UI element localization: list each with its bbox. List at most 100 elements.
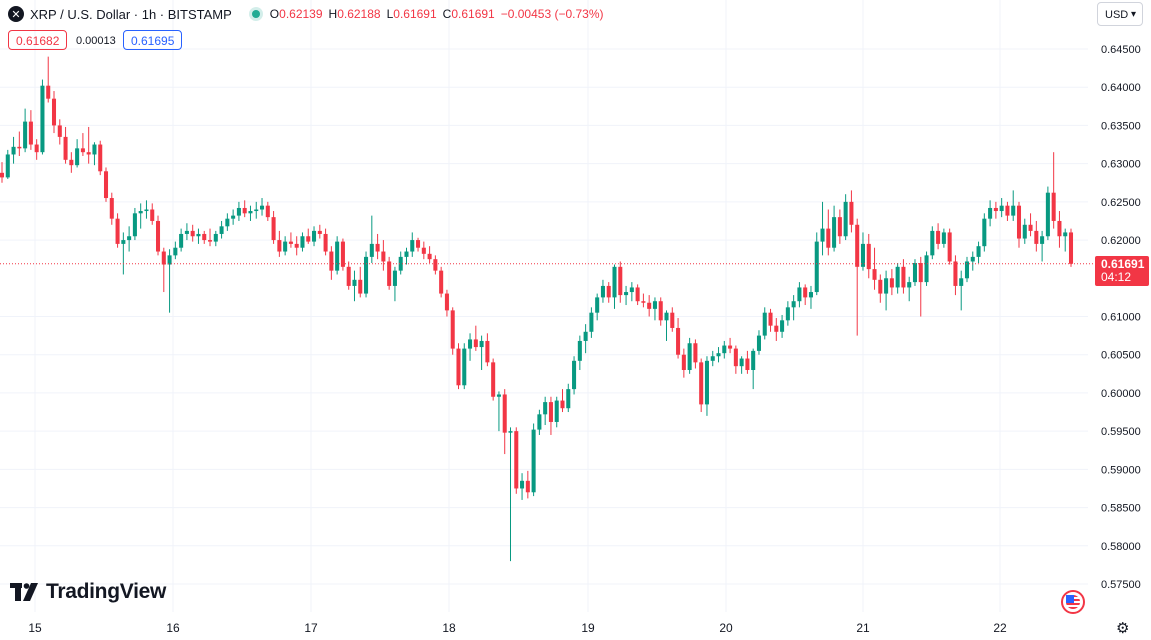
candle xyxy=(774,318,779,341)
candle-body xyxy=(115,218,120,244)
candle xyxy=(306,228,311,244)
sell-price-button[interactable]: 0.61682 xyxy=(8,30,68,50)
candle xyxy=(375,233,380,260)
candle xyxy=(80,133,85,156)
candle-body xyxy=(774,325,779,332)
candle-body xyxy=(329,251,334,271)
candle-body xyxy=(941,232,946,244)
candle-body xyxy=(572,360,577,390)
candle-body xyxy=(520,480,525,489)
candle xyxy=(196,228,201,244)
candle-body xyxy=(271,217,276,241)
candle xyxy=(670,307,675,332)
candle xyxy=(641,293,646,308)
candle-body xyxy=(606,285,611,298)
candle-body xyxy=(450,310,455,349)
currency-select[interactable]: USD xyxy=(1097,2,1143,27)
time-tick-label: 20 xyxy=(719,621,733,635)
candle xyxy=(947,228,952,265)
candle xyxy=(658,297,663,326)
candle-body xyxy=(34,144,39,153)
candle xyxy=(86,126,91,164)
candle xyxy=(820,201,825,256)
candle-body xyxy=(161,251,166,265)
candle-body xyxy=(618,266,623,296)
candle xyxy=(103,167,109,202)
candle xyxy=(75,139,80,168)
candle xyxy=(300,232,305,252)
candle-body xyxy=(98,144,103,172)
candle-body xyxy=(641,301,646,303)
time-tick-label: 21 xyxy=(856,621,870,635)
candle xyxy=(803,284,808,306)
buy-price-button[interactable]: 0.61695 xyxy=(123,30,183,50)
candle-body xyxy=(872,269,877,280)
candle xyxy=(317,224,322,239)
candle-body xyxy=(814,241,819,293)
us-flag-icon[interactable] xyxy=(1061,590,1085,614)
candle-body xyxy=(381,251,386,262)
spread-value: 0.00013 xyxy=(76,35,116,47)
candle-body xyxy=(5,154,10,178)
ohlc-low: L0.61691 xyxy=(386,7,437,21)
candle xyxy=(543,396,548,426)
candle xyxy=(664,310,669,341)
tradingview-logo-mark xyxy=(10,583,38,601)
candle-body xyxy=(548,402,553,422)
candle-body xyxy=(699,362,704,405)
market-status-dot[interactable] xyxy=(251,10,260,18)
candle xyxy=(572,356,577,395)
candle xyxy=(340,238,345,271)
candle-body xyxy=(1068,232,1074,264)
xrp-icon[interactable]: ✕ xyxy=(8,6,24,22)
candle-body xyxy=(722,345,727,354)
candle-body xyxy=(953,261,958,286)
candle xyxy=(462,343,467,390)
candle xyxy=(722,340,727,359)
candle xyxy=(988,200,993,227)
candle xyxy=(150,203,155,225)
candle xyxy=(46,56,51,103)
candle-body xyxy=(884,278,889,294)
symbol-title[interactable]: XRP / U.S. Dollar · 1h · BITSTAMP xyxy=(30,6,232,22)
ohlc-close: C0.61691 xyxy=(442,7,495,21)
candle xyxy=(797,282,802,308)
candle-body xyxy=(340,241,345,267)
candle xyxy=(202,230,207,244)
gear-icon[interactable]: ⚙ xyxy=(1116,620,1130,637)
candle-body xyxy=(260,205,265,210)
chart-header: ✕ XRP / U.S. Dollar · 1h · BITSTAMP O0.6… xyxy=(8,5,603,23)
candle-body xyxy=(225,218,230,227)
candle xyxy=(716,347,721,363)
candle-body xyxy=(999,205,1004,212)
candle-body xyxy=(288,241,293,244)
candle-body xyxy=(17,146,22,149)
candle xyxy=(860,232,866,271)
candle xyxy=(647,295,652,317)
candle xyxy=(381,240,386,271)
candle xyxy=(491,358,496,401)
time-tick-label: 22 xyxy=(993,621,1007,635)
candle-body xyxy=(410,240,415,252)
candle-body xyxy=(959,278,964,286)
candle xyxy=(1045,186,1050,241)
candle-body xyxy=(306,236,311,242)
candle xyxy=(329,246,334,280)
price-axis[interactable]: 0.64500 0.64000 0.63500 0.63000 0.62500 0.620… xyxy=(1101,44,1141,591)
candle xyxy=(941,228,946,248)
tradingview-logo[interactable]: TradingView xyxy=(10,580,166,604)
candle-body xyxy=(473,339,478,348)
candle xyxy=(57,119,62,145)
candle-body xyxy=(762,312,767,336)
candle-body xyxy=(23,121,28,149)
candle-body xyxy=(213,233,218,242)
candle xyxy=(739,356,744,374)
candle xyxy=(1068,228,1074,267)
price-tick-label: 0.58500 xyxy=(1101,503,1141,515)
time-axis[interactable]: 15 16 17 18 19 20 21 22 xyxy=(28,621,1007,635)
candle xyxy=(595,293,600,321)
candle-body xyxy=(317,230,322,234)
candle xyxy=(248,205,253,221)
candle-body xyxy=(508,431,513,433)
